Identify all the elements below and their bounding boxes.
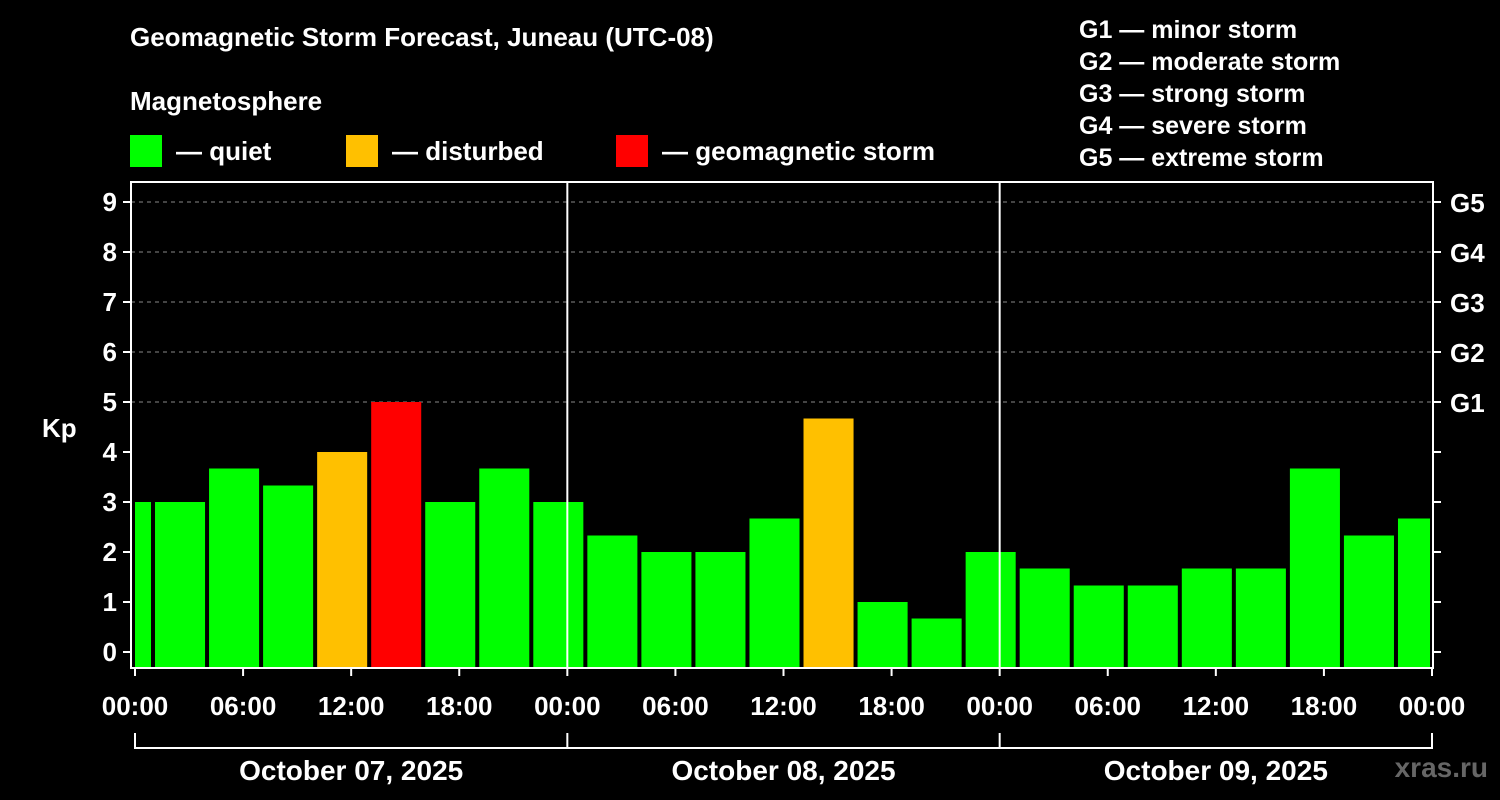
kp-bar-23 xyxy=(1343,535,1394,668)
legend-swatch-storm xyxy=(616,135,648,167)
x-tick-label-11: 18:00 xyxy=(1291,691,1358,721)
chart-title: Geomagnetic Storm Forecast, Juneau (UTC-… xyxy=(130,22,714,52)
y-tick-label-4: 4 xyxy=(103,437,118,467)
g-scale-legend: G1 — minor storm G2 — moderate storm G3 … xyxy=(1079,14,1340,174)
kp-bar-21 xyxy=(1235,568,1286,668)
kp-bar-3 xyxy=(263,485,314,668)
kp-bar-14 xyxy=(857,602,908,668)
date-label-1: October 08, 2025 xyxy=(671,755,895,786)
g-level-label-g2: G2 xyxy=(1450,338,1485,368)
g-level-label-g5: G5 xyxy=(1450,188,1485,218)
g-level-label-g4: G4 xyxy=(1450,238,1485,268)
kp-bar-8 xyxy=(533,502,584,668)
kp-bar-0 xyxy=(135,502,152,668)
legend-swatch-quiet xyxy=(130,135,162,167)
x-tick-label-8: 00:00 xyxy=(966,691,1033,721)
legend-label-storm: — geomagnetic storm xyxy=(662,135,936,166)
y-tick-label-8: 8 xyxy=(103,237,117,267)
x-tick-label-1: 06:00 xyxy=(210,691,277,721)
x-tick-label-5: 06:00 xyxy=(642,691,709,721)
kp-bar-16 xyxy=(965,552,1016,668)
legend-label-quiet: — quiet xyxy=(176,135,272,166)
kp-bar-13 xyxy=(803,418,854,668)
kp-bar-1 xyxy=(155,502,206,668)
x-tick-label-10: 12:00 xyxy=(1183,691,1250,721)
x-tick-label-6: 12:00 xyxy=(750,691,817,721)
kp-bar-24 xyxy=(1397,518,1430,668)
x-tick-label-0: 00:00 xyxy=(102,691,169,721)
y-tick-label-1: 1 xyxy=(103,587,117,617)
x-tick-label-12: 00:00 xyxy=(1399,691,1466,721)
kp-bar-19 xyxy=(1127,585,1178,668)
legend-label-disturbed: — disturbed xyxy=(392,135,544,166)
x-tick-label-2: 12:00 xyxy=(318,691,385,721)
legend-item-disturbed: — disturbed xyxy=(346,135,544,167)
kp-bar-2 xyxy=(209,468,260,668)
kp-bar-4 xyxy=(317,452,368,668)
kp-bar-7 xyxy=(479,468,530,668)
legend-item-quiet: — quiet xyxy=(130,135,271,167)
legend-item-storm: — geomagnetic storm xyxy=(616,135,935,167)
legend-swatch-disturbed xyxy=(346,135,378,167)
date-label-2: October 09, 2025 xyxy=(1104,755,1328,786)
magnetosphere-label: Magnetosphere xyxy=(130,86,323,116)
y-tick-label-2: 2 xyxy=(103,537,117,567)
g-scale-g5: G5 — extreme storm xyxy=(1079,144,1324,172)
kp-bar-11 xyxy=(695,552,746,668)
g-scale-g1: G1 — minor storm xyxy=(1079,16,1298,44)
kp-bar-12 xyxy=(749,518,800,668)
g-scale-g3: G3 — strong storm xyxy=(1079,80,1306,108)
y-axis-label: Kp xyxy=(42,413,77,443)
kp-bar-20 xyxy=(1181,568,1232,668)
g-level-label-g3: G3 xyxy=(1450,288,1485,318)
watermark: xras.ru xyxy=(1394,752,1488,783)
g-scale-g4: G4 — severe storm xyxy=(1079,112,1307,140)
kp-bar-18 xyxy=(1073,585,1124,668)
x-tick-label-3: 18:00 xyxy=(426,691,493,721)
y-tick-label-6: 6 xyxy=(103,337,117,367)
kp-bar-5 xyxy=(371,402,422,668)
y-tick-label-3: 3 xyxy=(103,487,117,517)
x-tick-label-7: 18:00 xyxy=(858,691,925,721)
y-tick-label-5: 5 xyxy=(103,387,117,417)
y-tick-label-0: 0 xyxy=(103,637,117,667)
date-label-0: October 07, 2025 xyxy=(239,755,463,786)
kp-bar-17 xyxy=(1019,568,1070,668)
g-scale-g2: G2 — moderate storm xyxy=(1079,48,1341,76)
y-tick-label-9: 9 xyxy=(103,187,117,217)
kp-bar-22 xyxy=(1289,468,1340,668)
kp-bar-6 xyxy=(425,502,476,668)
kp-bar-10 xyxy=(641,552,692,668)
plot-frame xyxy=(130,181,1434,669)
g-level-label-g1: G1 xyxy=(1450,388,1485,418)
x-tick-label-4: 00:00 xyxy=(534,691,601,721)
kp-bar-9 xyxy=(587,535,638,668)
y-tick-label-7: 7 xyxy=(103,287,117,317)
kp-bar-15 xyxy=(911,618,962,668)
x-tick-label-9: 06:00 xyxy=(1075,691,1142,721)
